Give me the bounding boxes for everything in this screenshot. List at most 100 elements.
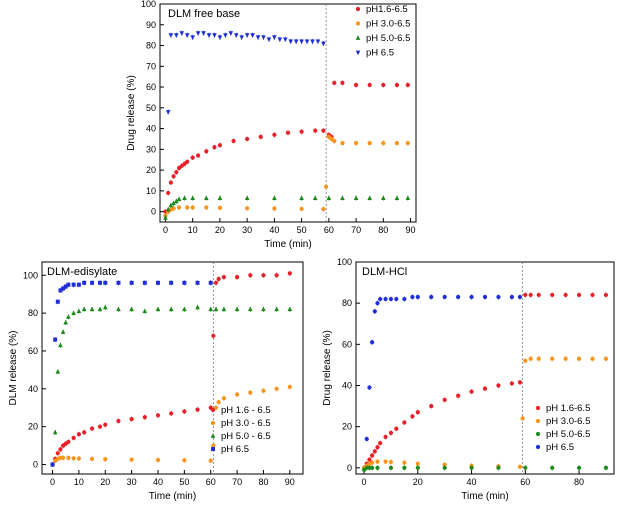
x-tick-label: 10 bbox=[74, 477, 84, 487]
legend: pH 1.6 - 6.5 pH 3.0 - 6.5 pH 5.0 - 6.5 pH 6… bbox=[210, 405, 271, 455]
data-point bbox=[211, 443, 216, 448]
data-point bbox=[174, 170, 179, 175]
data-point bbox=[469, 389, 474, 394]
data-point bbox=[576, 292, 582, 298]
series-4 bbox=[364, 294, 523, 442]
data-point bbox=[550, 465, 555, 470]
y-tick-label: 40 bbox=[342, 380, 352, 390]
data-point bbox=[66, 455, 71, 461]
data-point bbox=[528, 292, 533, 298]
data-point bbox=[103, 457, 108, 462]
data-point bbox=[165, 110, 171, 115]
data-point bbox=[370, 460, 375, 465]
y-tick-label: 50 bbox=[146, 103, 156, 113]
data-point bbox=[378, 441, 383, 446]
data-point bbox=[378, 296, 383, 302]
data-point bbox=[528, 356, 533, 361]
data-point bbox=[206, 33, 212, 38]
data-point bbox=[576, 356, 582, 361]
data-point bbox=[248, 390, 253, 395]
data-point bbox=[179, 31, 185, 36]
data-point bbox=[82, 280, 87, 285]
data-point bbox=[76, 432, 82, 437]
data-point bbox=[163, 215, 168, 220]
data-point bbox=[469, 465, 474, 470]
data-point bbox=[590, 292, 595, 298]
y-tick-label: 20 bbox=[342, 422, 352, 432]
data-point bbox=[208, 280, 213, 285]
data-point bbox=[394, 141, 400, 146]
data-point bbox=[155, 413, 161, 418]
data-point bbox=[442, 294, 447, 300]
data-point bbox=[367, 385, 372, 390]
data-point bbox=[102, 304, 108, 310]
data-point bbox=[182, 280, 187, 285]
data-point bbox=[405, 195, 411, 200]
data-point bbox=[204, 205, 209, 210]
data-point bbox=[185, 205, 190, 210]
data-point bbox=[550, 292, 555, 298]
y-tick-label: 100 bbox=[23, 270, 38, 280]
data-point bbox=[216, 276, 221, 282]
data-point bbox=[76, 456, 82, 461]
data-point bbox=[287, 306, 293, 312]
data-point bbox=[287, 271, 292, 276]
data-point bbox=[71, 435, 76, 441]
data-point bbox=[523, 358, 528, 363]
data-point bbox=[190, 155, 195, 160]
data-point bbox=[234, 306, 240, 312]
legend-entry: pH 6.5 bbox=[546, 442, 574, 453]
y-tick-label: 60 bbox=[342, 339, 352, 349]
legend-entry: pH 5.0-6.5 bbox=[546, 429, 590, 440]
series-4 bbox=[165, 30, 326, 115]
data-point bbox=[388, 430, 394, 435]
data-point bbox=[383, 459, 388, 464]
data-point bbox=[367, 141, 372, 146]
data-point bbox=[496, 465, 501, 470]
data-point bbox=[576, 465, 582, 470]
y-tick-label: 40 bbox=[28, 384, 38, 394]
data-point bbox=[321, 128, 326, 133]
data-point bbox=[116, 418, 121, 424]
y-axis-label: Drug release (%) bbox=[126, 75, 137, 151]
data-point bbox=[285, 130, 291, 135]
data-point bbox=[310, 39, 315, 45]
data-point bbox=[245, 136, 250, 142]
data-point bbox=[415, 410, 420, 415]
data-point bbox=[190, 205, 195, 210]
chart-panel-1: 0 10 20 30 40 50 60 70 80 90 0 10 20 30 40 50 60 70 80 90 10… bbox=[126, 0, 417, 250]
data-point bbox=[169, 411, 174, 416]
x-tick-label: 50 bbox=[179, 477, 189, 487]
chart-title: DLM-edisylate bbox=[47, 266, 117, 278]
chart-title: DLM free base bbox=[168, 8, 240, 20]
y-tick-label: 60 bbox=[28, 346, 38, 356]
data-point bbox=[394, 296, 399, 302]
x-axis-label: Time (min) bbox=[264, 239, 311, 250]
data-point bbox=[442, 397, 447, 403]
data-point bbox=[372, 449, 377, 454]
data-point bbox=[204, 149, 209, 154]
legend-marker bbox=[210, 433, 216, 438]
x-tick-label: 60 bbox=[324, 225, 334, 235]
plot-frame bbox=[159, 3, 417, 223]
legend-entry: pH 5.0 - 6.5 bbox=[221, 431, 271, 442]
data-point bbox=[293, 39, 299, 45]
data-point bbox=[394, 82, 400, 88]
data-point bbox=[405, 141, 410, 146]
data-point bbox=[415, 294, 420, 300]
data-point bbox=[231, 138, 236, 144]
y-tick-label: 100 bbox=[141, 0, 156, 9]
data-point bbox=[142, 280, 147, 285]
data-point bbox=[603, 465, 609, 470]
data-point bbox=[429, 294, 434, 300]
data-point bbox=[221, 396, 227, 401]
data-point bbox=[367, 195, 373, 200]
x-tick-label: 0 bbox=[50, 477, 55, 487]
data-point bbox=[116, 306, 121, 312]
data-point bbox=[272, 132, 277, 137]
data-point bbox=[245, 206, 250, 211]
data-point bbox=[388, 465, 394, 470]
data-point bbox=[76, 308, 82, 314]
x-tick-label: 50 bbox=[297, 225, 307, 235]
data-point bbox=[340, 141, 345, 146]
